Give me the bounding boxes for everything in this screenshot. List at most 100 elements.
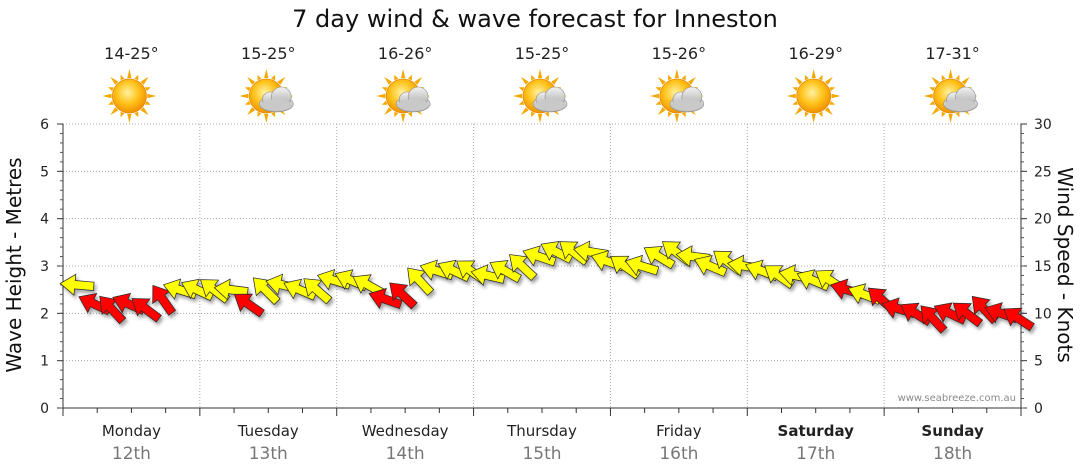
sun-ray [955,111,960,118]
sun-ray [257,111,262,118]
wind-arrow [407,267,435,296]
sun-ray [948,113,953,123]
sun-cloud-icon [513,69,568,123]
sun-ray [681,111,686,118]
grid [63,123,1021,408]
day-label: Wednesday [362,422,449,440]
day-label: Saturday [778,422,855,440]
sun-ray [941,74,946,81]
left-tick-label: 4 [40,212,49,228]
sun-ray [929,87,935,92]
right-tick-label: 15 [1034,259,1052,275]
sun-ray [537,69,543,79]
left-axis-label: Wave Height - Metres [2,157,26,372]
sun-ray [384,76,392,85]
sun-cloud-icon [649,69,705,123]
sun-ray [655,87,662,92]
day-label: Sunday [921,422,984,440]
wind-arrow [522,245,557,267]
weather-header: 14-25° 15-25° 16-26° 15-25° 15-26° 16-29° 17-3… [102,44,980,123]
sun-ray [931,107,940,116]
sun-ray [811,69,816,79]
sun-ray [655,100,662,105]
sun-ray [657,107,666,116]
wind-arrow [509,254,538,282]
right-axis-label: Wind Speed - Knots [1053,167,1077,363]
left-tick-label: 6 [40,117,49,133]
sun-ray [247,76,256,85]
wind-arrow [99,295,127,325]
sun-ray [401,69,406,79]
sun-ray [102,93,112,99]
wind-arrow [252,277,281,306]
sun-ray [394,111,399,118]
sun-ray [948,69,953,79]
sun-ray [271,111,276,118]
sun-ray [824,76,833,85]
sun-ray [414,76,423,85]
day-label: Monday [102,422,161,440]
watermark: www.seabreeze.com.au [898,393,1016,404]
sun-ray [792,100,798,105]
cloud [258,86,294,113]
sun-ray [831,93,841,99]
sun-ray [931,76,940,85]
sun-ray [544,74,549,81]
sun-ray [376,93,386,99]
sun-ray [401,113,406,123]
temp-range: 15-26° [652,44,707,63]
date-label: 12th [112,444,151,464]
sun-ray [120,74,125,81]
right-axis: 0 5 10 15 20 25 30 [1020,117,1052,417]
sun-ray [829,100,835,105]
wind-arrow [1003,307,1035,332]
sun-ray [381,87,388,92]
sun-ray [239,93,249,99]
wind-arrows [59,240,1035,334]
sun-ray [520,76,529,85]
cloud-part [671,99,702,111]
sun-ray [792,87,798,92]
left-tick-label: 2 [40,306,49,322]
sun-ray [257,74,262,81]
wind-arrow [368,287,403,310]
sun-ray [110,76,119,85]
right-tick-label: 5 [1034,354,1043,370]
temp-range: 16-26° [378,44,433,63]
sun-ray [929,100,935,105]
sun-ray [145,100,151,105]
sun-ray [674,69,679,79]
sun-ray [127,69,132,79]
sun-ray [818,74,823,81]
sun-ray [245,100,251,105]
sun-cloud-icon [376,69,431,123]
wind-arrow [624,254,660,277]
cloud [669,86,705,113]
date-label: 15th [522,444,561,464]
sun-ray [408,111,412,118]
sun-icon [102,69,157,123]
sun-ray [681,74,686,81]
sun-disc [796,78,832,114]
temp-range: 16-29° [788,44,843,63]
sun-ray [394,74,399,81]
wind-arrow [389,282,418,310]
sun-ray [674,113,679,123]
sun-ray [537,113,543,123]
sun-ray [668,111,672,118]
left-tick-label: 0 [40,401,49,417]
sun-ray [271,74,276,81]
sun-rays [102,69,157,123]
right-tick-label: 30 [1034,117,1052,133]
sun-ray [520,107,529,116]
cloud [395,86,431,113]
sun-ray [531,111,536,118]
sun-ray [941,111,946,118]
cloud [532,86,568,113]
sun-ray [110,107,119,116]
sun-ray [384,107,392,116]
sun-ray [818,111,823,118]
temp-range: 14-25° [104,44,159,63]
sun-ray [108,100,114,105]
